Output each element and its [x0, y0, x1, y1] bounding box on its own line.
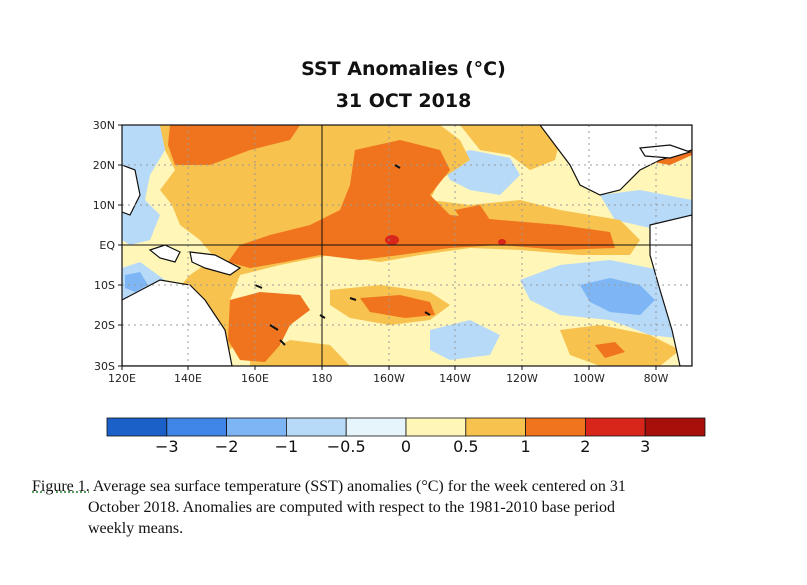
lat-label: 20S	[94, 319, 115, 332]
anomaly-warm-region	[560, 325, 680, 366]
anomaly-hot-region	[228, 140, 615, 268]
lon-label: 120W	[506, 372, 538, 385]
lat-label: 10S	[94, 279, 115, 292]
lon-label: 160W	[373, 372, 405, 385]
anomaly-cold-region	[125, 272, 148, 292]
anomaly-hot-region	[228, 292, 310, 362]
lon-label: 140E	[174, 372, 202, 385]
anomaly-cool-region	[430, 320, 500, 360]
anomaly-hot-region	[168, 125, 300, 165]
lat-label: EQ	[99, 239, 115, 252]
lon-label: 180	[312, 372, 333, 385]
caption-line-1: Average sea surface temperature (SST) an…	[89, 478, 626, 495]
lon-label: 80W	[644, 372, 669, 385]
figure-label: Figure 1.	[32, 478, 90, 495]
lat-label: 30N	[93, 119, 115, 132]
land-south-america	[649, 214, 692, 366]
anomaly-cool-region	[122, 125, 170, 245]
land-cuba	[638, 144, 692, 159]
colorbar-label: −3	[155, 437, 179, 456]
lon-label: 140W	[439, 372, 471, 385]
colorbar-swatch	[644, 417, 706, 437]
anomaly-very-hot-spot	[385, 235, 399, 245]
land-australia	[122, 279, 233, 366]
colorbar-swatch	[166, 417, 228, 437]
colorbar-swatch	[106, 417, 168, 437]
lat-label: 10N	[93, 199, 115, 212]
colorbar-swatch	[465, 417, 526, 437]
lon-label: 100W	[573, 372, 605, 385]
colorbar-swatch	[405, 417, 467, 437]
land-new-guinea	[189, 251, 242, 276]
colorbar-label: 0.5	[453, 437, 478, 456]
sst-anomaly-map-figure: 30N 20N 10N EQ 10S 20S 30S 120E 140E 160…	[93, 119, 706, 456]
colorbar-swatch	[345, 417, 407, 437]
figure-caption: Figure 1. Average sea surface temperatur…	[32, 476, 762, 539]
colorbar-label: −0.5	[327, 437, 366, 456]
colorbar-swatch	[585, 417, 646, 437]
colorbar-label: 0	[401, 437, 411, 456]
colorbar-swatch	[525, 417, 586, 437]
anomaly-cold-region	[580, 278, 655, 315]
colorbar-swatch	[226, 417, 287, 437]
anomaly-very-hot-spot	[498, 239, 506, 245]
colorbar-swatch	[285, 417, 347, 437]
lat-label: 30S	[94, 360, 115, 373]
colorbar-label: −2	[215, 437, 239, 456]
colorbar-label: 1	[521, 437, 531, 456]
lon-label: 120E	[108, 372, 136, 385]
map-title: SST Anomalies (°C)	[301, 58, 506, 80]
lat-label: 20N	[93, 159, 115, 172]
anomaly-warm-region	[250, 340, 350, 366]
anomaly-warm-region	[460, 125, 560, 170]
caption-line-2: October 2018. Anomalies are computed wit…	[88, 499, 615, 516]
colorbar-label: 2	[580, 437, 590, 456]
anomaly-hot-region	[360, 295, 435, 318]
lon-label: 160E	[241, 372, 269, 385]
colorbar: −3 −2 −1 −0.5 0 0.5 1 2 3	[106, 417, 706, 456]
anomaly-hot-region	[595, 342, 625, 358]
map-panel	[122, 125, 692, 366]
land-central-america	[539, 125, 692, 196]
colorbar-label: 3	[640, 437, 650, 456]
caption-line-3: weekly means.	[88, 520, 184, 537]
colorbar-label: −1	[275, 437, 299, 456]
anomaly-hot-region	[455, 205, 490, 225]
land-indonesia	[148, 244, 181, 263]
map-date: 31 OCT 2018	[335, 90, 472, 112]
axis-ticks	[118, 124, 657, 370]
